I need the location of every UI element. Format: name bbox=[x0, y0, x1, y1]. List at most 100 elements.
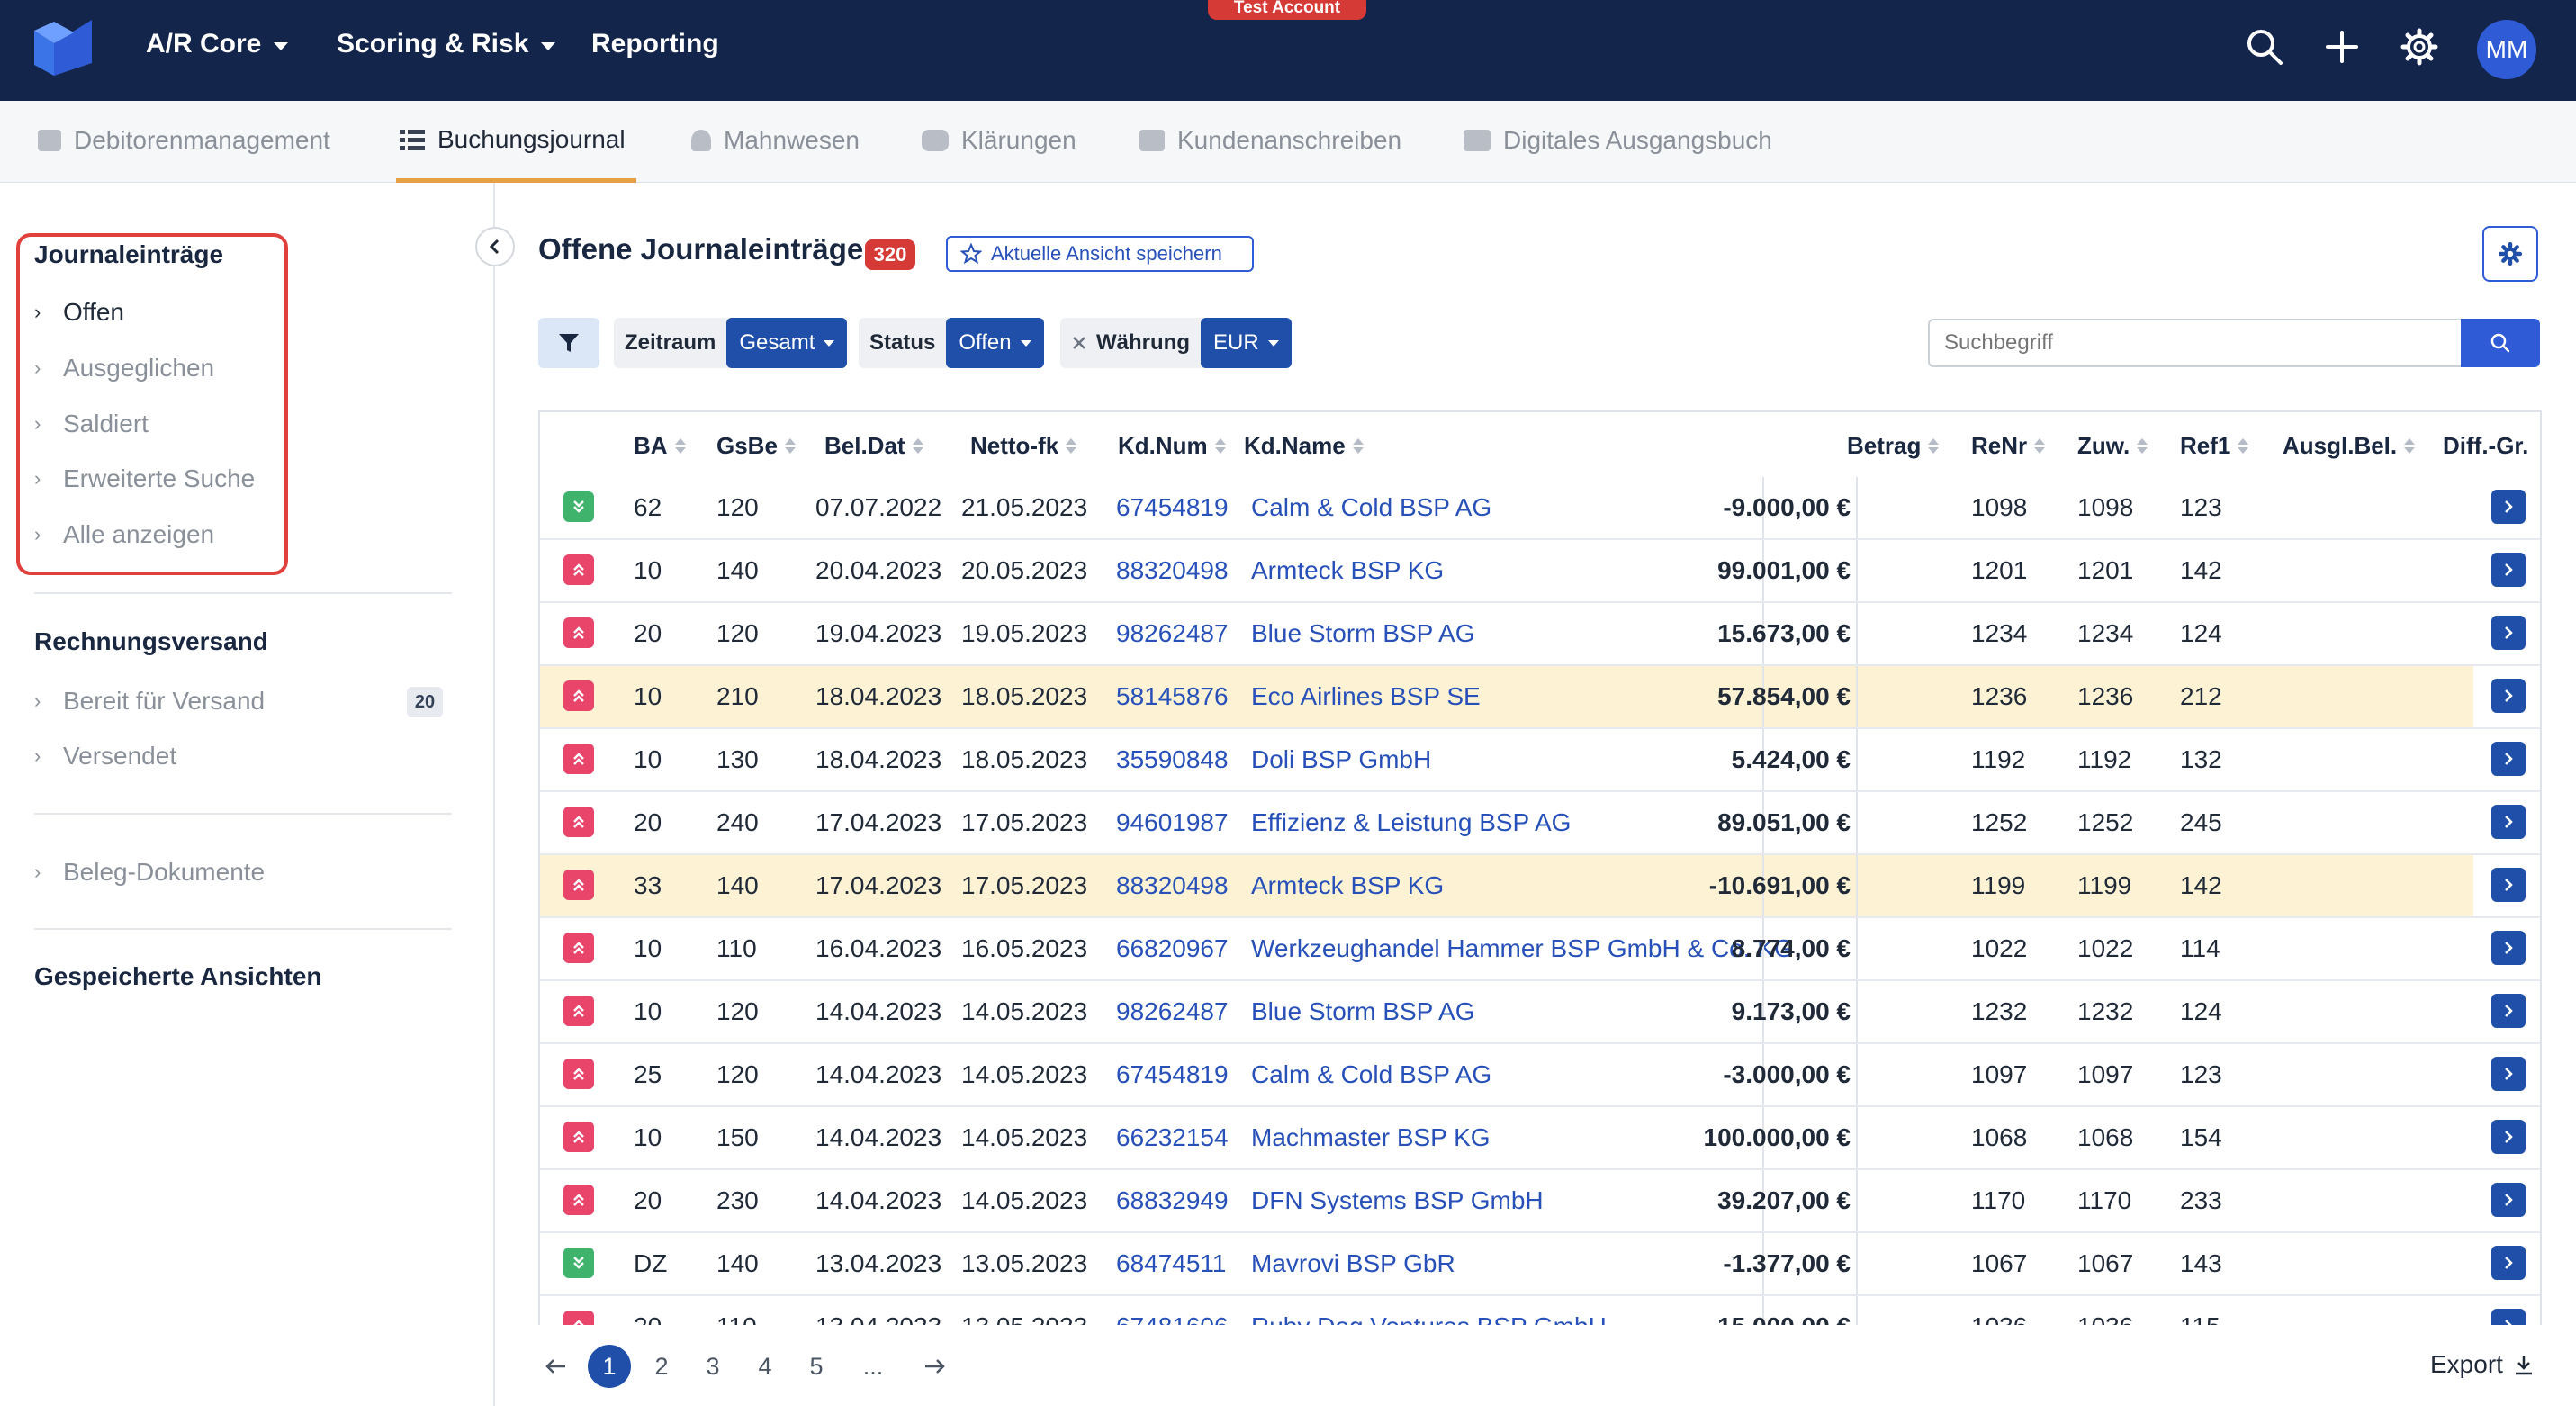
page-button-4[interactable]: 4 bbox=[758, 1353, 772, 1380]
cell-kdnum[interactable]: 94601987 bbox=[1116, 808, 1229, 836]
table-row[interactable]: 20 110 13.04.2023 13.05.2023 67481606 Ruby Do… bbox=[540, 1296, 2540, 1325]
col-ref1[interactable]: Ref1 bbox=[2180, 432, 2249, 460]
tab-kundenanschreiben[interactable]: Kundenanschreiben bbox=[1139, 101, 1401, 180]
cell-kdnum[interactable]: 66820967 bbox=[1116, 934, 1229, 962]
open-entry-button[interactable] bbox=[2491, 490, 2526, 524]
remove-filter-icon[interactable] bbox=[1071, 335, 1087, 351]
sidebar-section-gespeicherte-ansichten[interactable]: Gespeicherte Ansichten bbox=[34, 962, 322, 990]
search-button[interactable] bbox=[2461, 319, 2540, 367]
table-row[interactable]: 20 120 19.04.2023 19.05.2023 98262487 Blue St… bbox=[540, 603, 2540, 666]
cell-kdname[interactable]: Blue Storm BSP AG bbox=[1251, 619, 1475, 647]
open-entry-button[interactable] bbox=[2491, 1057, 2526, 1091]
search-input[interactable] bbox=[1928, 319, 2463, 367]
table-row[interactable]: 10 210 18.04.2023 18.05.2023 58145876 Eco Air… bbox=[540, 666, 2540, 729]
table-row[interactable]: 33 140 17.04.2023 17.05.2023 88320498 Armteck… bbox=[540, 855, 2540, 918]
gear-icon[interactable] bbox=[2400, 27, 2439, 67]
table-row[interactable]: DZ 140 13.04.2023 13.05.2023 68474511 Mavrovi… bbox=[540, 1233, 2540, 1296]
zeitraum-dropdown[interactable]: Gesamt bbox=[726, 318, 848, 368]
table-row[interactable]: 10 120 14.04.2023 14.05.2023 98262487 Blue St… bbox=[540, 981, 2540, 1044]
sidebar-item-bereit-fuer-versand[interactable]: › Bereit für Versand bbox=[34, 687, 265, 716]
cell-kdname[interactable]: Blue Storm BSP AG bbox=[1251, 997, 1475, 1025]
cell-kdname[interactable]: Werkzeughandel Hammer BSP GmbH & Co. KG bbox=[1251, 934, 1794, 962]
sidebar-item-erweiterte-suche[interactable]: › Erweiterte Suche bbox=[34, 464, 255, 493]
table-row[interactable]: 20 240 17.04.2023 17.05.2023 94601987 Effizie… bbox=[540, 792, 2540, 855]
nav-reporting[interactable]: Reporting bbox=[591, 29, 719, 59]
col-renr[interactable]: ReNr bbox=[1971, 432, 2046, 460]
sidebar-item-versendet[interactable]: › Versendet bbox=[34, 742, 176, 771]
tab-debitorenmanagement[interactable]: Debitorenmanagement bbox=[38, 101, 330, 180]
cell-kdnum[interactable]: 98262487 bbox=[1116, 997, 1229, 1025]
sidebar-item-alle-anzeigen[interactable]: › Alle anzeigen bbox=[34, 520, 214, 549]
cell-kdname[interactable]: DFN Systems BSP GmbH bbox=[1251, 1186, 1544, 1214]
open-entry-button[interactable] bbox=[2491, 742, 2526, 776]
cell-kdnum[interactable]: 88320498 bbox=[1116, 871, 1229, 899]
arrow-right-icon[interactable] bbox=[922, 1356, 947, 1377]
col-kdname[interactable]: Kd.Name bbox=[1244, 432, 1364, 460]
cell-kdnum[interactable]: 66232154 bbox=[1116, 1123, 1229, 1151]
cell-kdname[interactable]: Effizienz & Leistung BSP AG bbox=[1251, 808, 1572, 836]
table-row[interactable]: 20 230 14.04.2023 14.05.2023 68832949 DFN Sys… bbox=[540, 1170, 2540, 1233]
cell-kdname[interactable]: Armteck BSP KG bbox=[1251, 871, 1445, 899]
cell-kdname[interactable]: Doli BSP GmbH bbox=[1251, 745, 1432, 773]
col-diff-gr[interactable]: Diff.-Gr. bbox=[2443, 432, 2528, 460]
open-entry-button[interactable] bbox=[2491, 931, 2526, 965]
cell-kdname[interactable]: Calm & Cold BSP AG bbox=[1251, 1060, 1492, 1088]
table-row[interactable]: 10 130 18.04.2023 18.05.2023 35590848 Doli BS… bbox=[540, 729, 2540, 792]
cell-kdname[interactable]: Ruby Dog Ventures BSP GmbH bbox=[1251, 1312, 1607, 1325]
open-entry-button[interactable] bbox=[2491, 805, 2526, 839]
cell-kdnum[interactable]: 35590848 bbox=[1116, 745, 1229, 773]
table-row[interactable]: 62 120 07.07.2022 21.05.2023 67454819 Calm & … bbox=[540, 477, 2540, 540]
cell-kdname[interactable]: Calm & Cold BSP AG bbox=[1251, 493, 1492, 521]
page-button-1[interactable]: 1 bbox=[588, 1345, 631, 1388]
cell-kdname[interactable]: Armteck BSP KG bbox=[1251, 556, 1445, 584]
search-icon[interactable] bbox=[2245, 27, 2284, 67]
save-view-button[interactable]: Aktuelle Ansicht speichern bbox=[946, 236, 1254, 272]
table-settings-button[interactable] bbox=[2482, 226, 2538, 282]
cell-kdname[interactable]: Mavrovi BSP GbR bbox=[1251, 1249, 1455, 1277]
export-button[interactable]: Export bbox=[2430, 1350, 2534, 1379]
cell-kdnum[interactable]: 68474511 bbox=[1116, 1249, 1227, 1277]
cell-kdnum[interactable]: 67481606 bbox=[1116, 1312, 1229, 1325]
table-row[interactable]: 10 150 14.04.2023 14.05.2023 66232154 Machmas… bbox=[540, 1107, 2540, 1170]
col-kdnum[interactable]: Kd.Num bbox=[1118, 432, 1226, 460]
sidebar-item-saldiert[interactable]: › Saldiert bbox=[34, 410, 149, 438]
user-avatar[interactable]: MM bbox=[2477, 20, 2536, 79]
open-entry-button[interactable] bbox=[2491, 1246, 2526, 1280]
waehrung-dropdown[interactable]: EUR bbox=[1200, 318, 1292, 368]
filter-toggle-button[interactable] bbox=[538, 318, 599, 368]
app-logo[interactable] bbox=[34, 20, 92, 76]
tab-buchungsjournal[interactable]: Buchungsjournal bbox=[396, 101, 636, 183]
tab-digitales-ausgangsbuch[interactable]: Digitales Ausgangsbuch bbox=[1464, 101, 1772, 180]
cell-kdname[interactable]: Eco Airlines BSP SE bbox=[1251, 682, 1481, 710]
open-entry-button[interactable] bbox=[2491, 1309, 2526, 1325]
col-betrag[interactable]: Betrag bbox=[1847, 432, 1940, 460]
open-entry-button[interactable] bbox=[2491, 553, 2526, 587]
tab-klaerungen[interactable]: Klärungen bbox=[922, 101, 1076, 180]
sidebar-item-offen[interactable]: › Offen bbox=[34, 298, 124, 327]
table-row[interactable]: 10 110 16.04.2023 16.05.2023 66820967 Werkzeu… bbox=[540, 918, 2540, 981]
open-entry-button[interactable] bbox=[2491, 1183, 2526, 1217]
sidebar-item-ausgeglichen[interactable]: › Ausgeglichen bbox=[34, 354, 214, 383]
table-row[interactable]: 25 120 14.04.2023 14.05.2023 67454819 Calm & … bbox=[540, 1044, 2540, 1107]
cell-kdnum[interactable]: 68832949 bbox=[1116, 1186, 1229, 1214]
sidebar-collapse-button[interactable] bbox=[475, 227, 515, 266]
col-gsbe[interactable]: GsBe bbox=[716, 432, 796, 460]
page-button-2[interactable]: 2 bbox=[654, 1353, 669, 1380]
open-entry-button[interactable] bbox=[2491, 994, 2526, 1028]
cell-kdnum[interactable]: 67454819 bbox=[1116, 493, 1229, 521]
cell-kdnum[interactable]: 67454819 bbox=[1116, 1060, 1229, 1088]
col-ausgl-bel[interactable]: Ausgl.Bel. bbox=[2283, 432, 2416, 460]
nav-scoring-risk[interactable]: Scoring & Risk bbox=[337, 29, 556, 59]
cell-kdname[interactable]: Machmaster BSP KG bbox=[1251, 1123, 1491, 1151]
tab-mahnwesen[interactable]: Mahnwesen bbox=[691, 101, 860, 180]
open-entry-button[interactable] bbox=[2491, 1120, 2526, 1154]
status-dropdown[interactable]: Offen bbox=[946, 318, 1044, 368]
col-ba[interactable]: BA bbox=[634, 432, 686, 460]
plus-icon[interactable] bbox=[2322, 27, 2362, 67]
open-entry-button[interactable] bbox=[2491, 868, 2526, 902]
page-button-3[interactable]: 3 bbox=[706, 1353, 720, 1380]
col-beldat[interactable]: Bel.Dat bbox=[824, 432, 923, 460]
cell-kdnum[interactable]: 58145876 bbox=[1116, 682, 1229, 710]
sidebar-item-beleg-dokumente[interactable]: › Beleg-Dokumente bbox=[34, 858, 265, 887]
nav-ar-core[interactable]: A/R Core bbox=[146, 29, 289, 59]
